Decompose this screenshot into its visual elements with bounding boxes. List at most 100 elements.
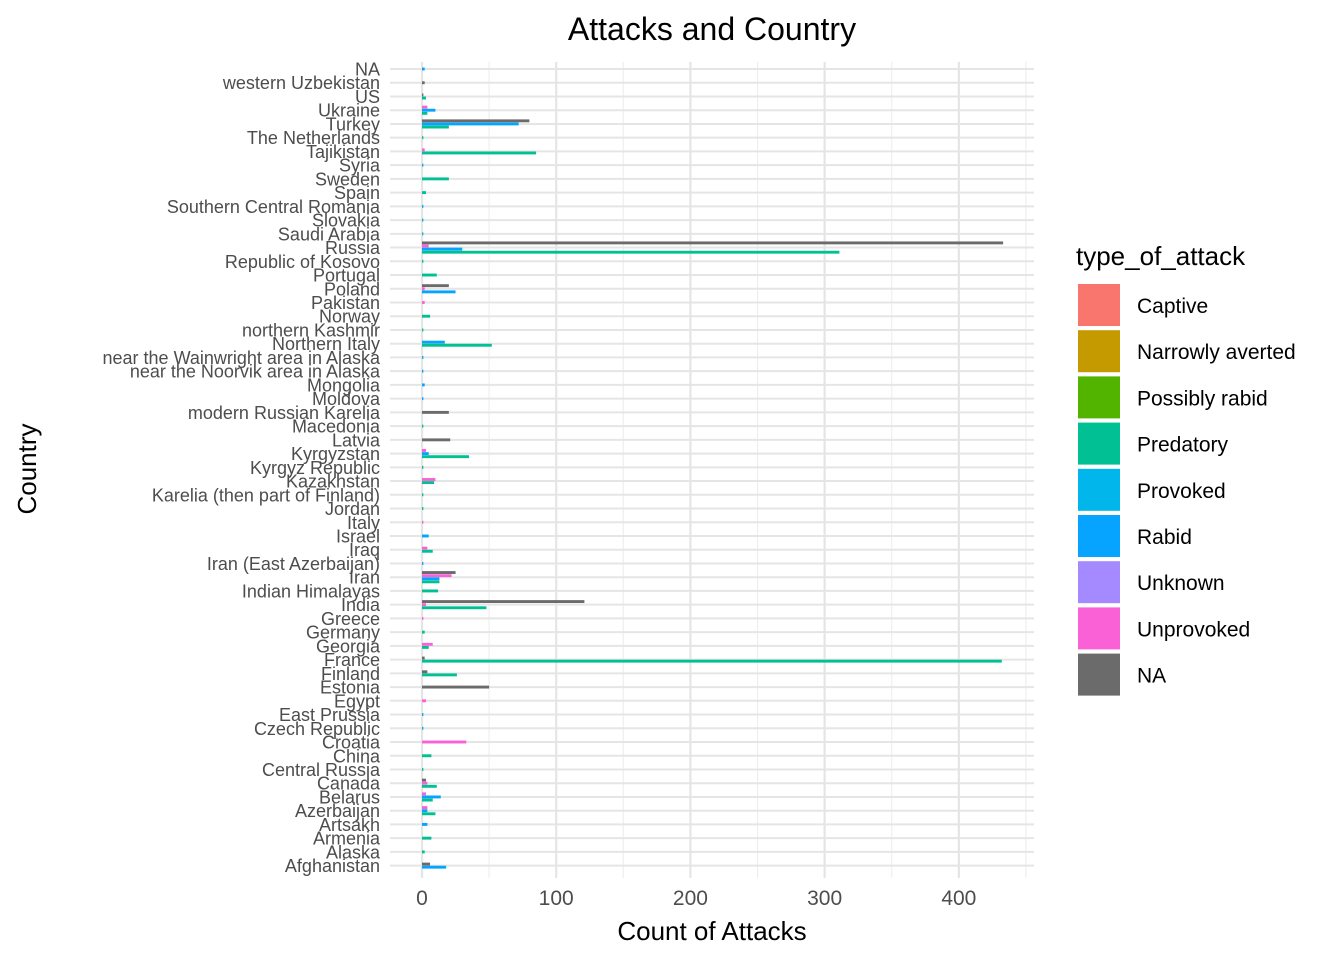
bar-east-prussia-rabid <box>422 713 424 716</box>
y-tick-label: Spain <box>334 183 380 203</box>
bar-azerbaijan-predatory <box>422 812 436 816</box>
legend-key-rabid <box>1078 515 1120 557</box>
bar-northern-italy-rabid <box>422 340 445 344</box>
bar-spain-predatory <box>422 191 427 195</box>
bar-tajikistan-predatory <box>422 151 537 155</box>
bar-turkey-na <box>422 119 530 123</box>
bar-syria-rabid <box>422 163 424 167</box>
bar-iraq-unprovoked <box>422 546 428 550</box>
bar-indian-himalayas-predatory <box>422 589 439 593</box>
bar-iran-rabid <box>422 577 440 581</box>
bar-republic-of-kosovo-predatory <box>422 259 424 263</box>
bar-greece-unprovoked <box>422 616 424 620</box>
y-tick-label: Jordan <box>325 499 380 519</box>
bar-iraq-predatory <box>422 549 433 553</box>
bar-belarus-unprovoked <box>422 792 427 796</box>
bar-ukraine-predatory <box>422 111 428 115</box>
bar-kazakhstan-unprovoked <box>422 478 436 481</box>
bar-iran-east-azerbaijan-rabid <box>422 562 424 565</box>
bar-kyrgyzstan-unprovoked <box>422 449 427 452</box>
x-axis-title: Count of Attacks <box>617 916 806 946</box>
y-tick-label: western Uzbekistan <box>222 73 380 93</box>
bar-poland-na <box>422 284 449 288</box>
y-tick-label: Iraq <box>349 540 380 560</box>
y-tick-label: India <box>341 595 381 615</box>
legend-label-na: NA <box>1137 665 1166 688</box>
y-tick-label: Czech Republic <box>254 719 380 739</box>
legend-key-provoked <box>1078 468 1120 511</box>
bar-afghanistan-na <box>422 862 431 866</box>
legend: type_of_attack Captive Narrowly averted Po… <box>1076 241 1296 696</box>
bar-central-russia-predatory <box>422 768 424 771</box>
bar-saudi-arabia-provoked <box>422 232 424 236</box>
bar-near-the-wainwright-area-in-alaska-rabid <box>422 355 424 359</box>
bar-iran-na <box>422 571 456 574</box>
bar-northern-italy-predatory <box>422 343 492 347</box>
bar-iran-predatory <box>422 580 440 584</box>
y-tick-label: Indian Himalayas <box>242 581 380 601</box>
legend-label-unprovoked: Unprovoked <box>1137 618 1250 641</box>
legend-key-possibly-rabid <box>1078 376 1120 419</box>
y-tick-label: near the Wainwright area in Alaska <box>103 348 381 368</box>
y-tick-label: Kyrgyzstan <box>291 444 380 464</box>
legend-label-provoked: Provoked <box>1137 480 1226 503</box>
y-tick-label: Norway <box>319 307 380 327</box>
y-tick-label: Russia <box>325 238 381 258</box>
x-tick-label: 300 <box>807 887 842 910</box>
y-tick-label: Kyrgyz Republic <box>250 458 380 478</box>
bar-estonia-na <box>422 685 490 689</box>
y-tick-label: East Prussia <box>279 705 381 725</box>
legend-label-captive: Captive <box>1137 295 1208 318</box>
bar-finland-na <box>422 670 428 674</box>
bar-iran-unprovoked <box>422 574 452 578</box>
bar-slovakia-rabid <box>422 218 424 222</box>
y-tick-label: Finland <box>321 664 380 684</box>
bar-the-netherlands-predatory <box>422 136 424 140</box>
legend-label-rabid: Rabid <box>1137 526 1192 549</box>
bar-sweden-predatory <box>422 177 449 181</box>
y-axis-title: Country <box>12 423 42 514</box>
bar-canada-na <box>422 778 427 782</box>
bar-near-the-noorvik-area-in-alaska-rabid <box>422 369 424 373</box>
bar-egypt-unprovoked <box>422 699 427 703</box>
bar-portugal-predatory <box>422 273 437 277</box>
y-tick-label: NA <box>355 60 380 80</box>
y-tick-label: Sweden <box>315 169 380 189</box>
y-tick-label: Egypt <box>334 691 380 711</box>
chart-title: Attacks and Country <box>568 11 856 47</box>
y-tick-label: Slovakia <box>312 211 381 231</box>
grid <box>390 62 1034 878</box>
bar-artsakh-rabid <box>422 822 428 826</box>
y-tick-label: Estonia <box>320 678 381 698</box>
bar-india-na <box>422 600 585 604</box>
y-tick-label: Portugal <box>313 266 380 286</box>
y-tick-label: Iran (East Azerbaijan) <box>207 554 380 574</box>
bar-georgia-predatory <box>422 645 429 649</box>
bar-ukraine-rabid <box>422 108 436 112</box>
legend-key-unprovoked <box>1078 607 1120 650</box>
y-tick-label: Alaska <box>326 842 381 862</box>
bar-turkey-predatory <box>422 125 449 129</box>
bar-us-na <box>422 93 424 97</box>
y-tick-label: Germany <box>306 623 380 643</box>
legend-title: type_of_attack <box>1076 241 1246 271</box>
y-tick-label: Karelia (then part of Finland) <box>152 485 380 505</box>
bar-kyrgyzstan-predatory <box>422 455 469 459</box>
y-tick-label: Moldova <box>312 389 381 409</box>
bar-russia-predatory <box>422 250 840 254</box>
bar-western-uzbekistan-na <box>422 81 425 85</box>
y-tick-label: northern Kashmir <box>242 320 380 340</box>
y-tick-label: Belarus <box>319 787 380 807</box>
bar-azerbaijan-rabid <box>422 809 428 813</box>
bar-georgia-unprovoked <box>422 642 433 646</box>
y-tick-label: Azerbaijan <box>295 801 380 821</box>
y-tick-label: China <box>333 746 381 766</box>
y-tick-label: Afghanistan <box>285 856 380 876</box>
bar-karelia-then-part-of-finland-predatory <box>422 493 424 497</box>
bar-italy-unprovoked <box>422 520 424 524</box>
y-tick-label: Georgia <box>316 636 381 656</box>
bar-kazakhstan-predatory <box>422 481 435 485</box>
bar-macedonia-predatory <box>422 424 424 428</box>
